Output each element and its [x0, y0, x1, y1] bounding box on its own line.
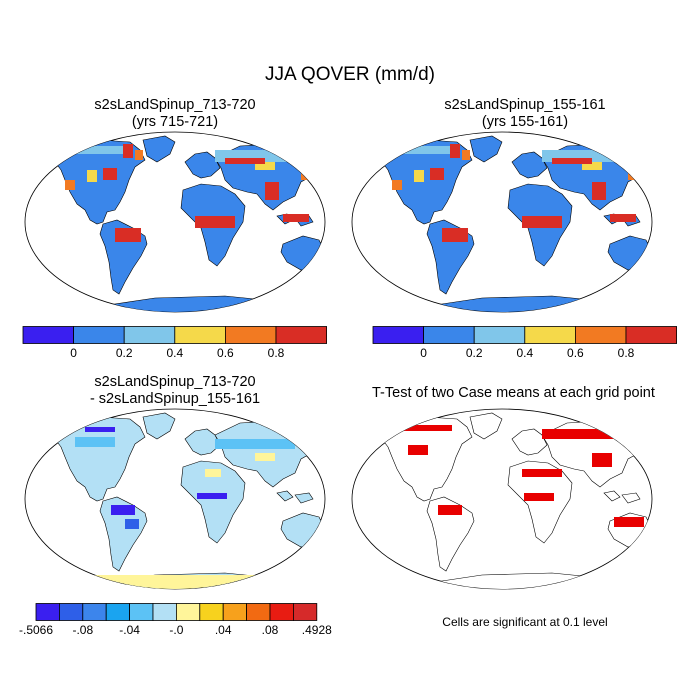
map-bottom-left — [24, 408, 326, 590]
colorbar-box — [175, 603, 201, 621]
colorbar-label: 0.8 — [618, 346, 635, 360]
colorbar-box — [59, 603, 84, 621]
colorbar-box — [82, 603, 107, 621]
panel-title-line2: - s2sLandSpinup_155-161 — [89, 391, 261, 407]
colorbar-label: 0 — [70, 346, 77, 360]
panel-title-line2: (yrs 155-161) — [481, 114, 569, 130]
colorbar-box — [275, 326, 327, 344]
colorbar-top-right: 0 0.2 0.4 0.6 0.8 — [372, 326, 677, 360]
significance-note: Cells are significant at 0.1 level — [442, 615, 608, 629]
colorbar-label: -.08 — [72, 623, 93, 637]
colorbar-box — [123, 326, 176, 344]
colorbar-difference: -.5066 -.08 -.04 -.0 .04 .08 .4928 — [19, 603, 332, 637]
colorbar-box — [152, 603, 177, 621]
colorbar-top-left: 0 0.2 0.4 0.6 0.8 — [22, 326, 327, 360]
colorbar-box — [372, 326, 424, 344]
colorbar-label: 0.4 — [516, 346, 533, 360]
colorbar-box — [625, 326, 677, 344]
colorbar-box — [246, 603, 271, 621]
colorbar-box — [473, 326, 526, 344]
colorbar-label: 0.6 — [217, 346, 234, 360]
colorbar-box — [129, 603, 154, 621]
colorbar-box — [199, 603, 224, 621]
map-top-right — [351, 131, 653, 313]
colorbar-label: .04 — [215, 623, 232, 637]
map-bottom-right — [351, 408, 653, 590]
colorbar-label: 0 — [420, 346, 427, 360]
colorbar-box — [105, 603, 130, 621]
colorbar-label: -.0 — [169, 623, 183, 637]
panel-title-bottom-left: s2sLandSpinup_713-720 - s2sLandSpinup_15… — [50, 374, 300, 408]
colorbar-label: 0.8 — [268, 346, 285, 360]
colorbar-box — [174, 326, 226, 344]
colorbar-box — [423, 326, 475, 344]
colorbar-box — [574, 326, 627, 344]
colorbar-box — [224, 326, 277, 344]
colorbar-label: 0.2 — [466, 346, 483, 360]
panel-title-line1: s2sLandSpinup_713-720 — [94, 97, 256, 113]
colorbar-label: 0.6 — [567, 346, 584, 360]
colorbar-box — [524, 326, 576, 344]
colorbar-label: -.04 — [119, 623, 140, 637]
panel-title-bottom-right: T-Test of two Case means at each grid po… — [372, 385, 655, 401]
colorbar-box — [292, 603, 318, 621]
panel-title-line1: s2sLandSpinup_155-161 — [444, 97, 606, 113]
colorbar-box — [222, 603, 247, 621]
panel-title-line2: (yrs 715-721) — [131, 114, 219, 130]
colorbar-label: 0.4 — [166, 346, 183, 360]
colorbar-label: 0.2 — [116, 346, 133, 360]
colorbar-box — [73, 326, 125, 344]
main-title: JJA QOVER (mm/d) — [265, 64, 435, 85]
panel-title-line1: s2sLandSpinup_713-720 — [94, 374, 256, 390]
colorbar-label: -.5066 — [19, 623, 53, 637]
colorbar-box — [269, 603, 294, 621]
map-top-left — [24, 131, 326, 313]
panel-title-top-left: s2sLandSpinup_713-720 (yrs 715-721) — [50, 97, 300, 131]
panel-title-top-right: s2sLandSpinup_155-161 (yrs 155-161) — [400, 97, 650, 131]
colorbar-label: .4928 — [302, 623, 332, 637]
colorbar-box — [22, 326, 74, 344]
colorbar-box — [35, 603, 60, 621]
colorbar-label: .08 — [262, 623, 279, 637]
